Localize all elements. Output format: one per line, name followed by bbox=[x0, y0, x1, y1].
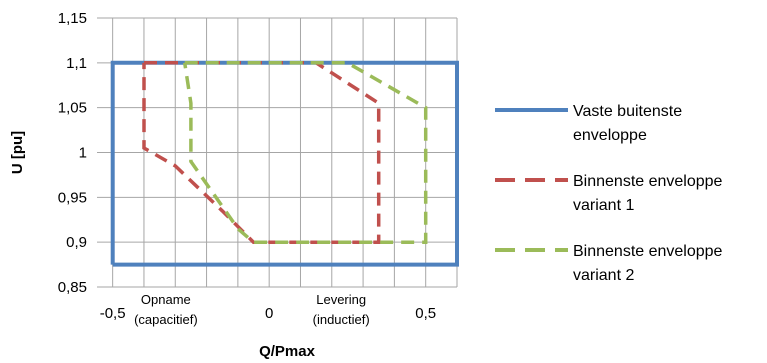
legend-label: variant 1 bbox=[573, 197, 634, 214]
x-tick-label: -0,5 bbox=[100, 305, 126, 322]
legend-label: Binnenste enveloppe bbox=[573, 243, 723, 260]
y-tick-label: 0,9 bbox=[66, 234, 87, 251]
legend-label: Binnenste enveloppe bbox=[573, 173, 723, 190]
y-tick-label: 1,15 bbox=[58, 10, 87, 27]
legend-label: Vaste buitenste bbox=[573, 103, 682, 120]
series-line-2 bbox=[142, 61, 381, 244]
x-annotation-line1: Opname bbox=[141, 292, 191, 307]
series-line-3 bbox=[182, 61, 428, 244]
y-tick-label: 1,1 bbox=[66, 55, 87, 72]
legend-label: variant 2 bbox=[573, 267, 634, 284]
x-axis-title: Q/Pmax bbox=[259, 343, 316, 360]
axis-annotations: Opname (capacitief) Levering (inductief) bbox=[134, 292, 370, 327]
y-tick-label: 1,05 bbox=[58, 100, 87, 117]
y-tick-label: 0,85 bbox=[58, 279, 87, 296]
grid bbox=[97, 17, 458, 288]
y-tick-label: 1 bbox=[79, 145, 87, 162]
series-layer bbox=[110, 60, 459, 267]
x-annotation-line1: Levering bbox=[316, 292, 366, 307]
x-tick-label: 0,5 bbox=[415, 305, 436, 322]
legend-label: enveloppe bbox=[573, 127, 647, 144]
tick-labels: 0,85 0,9 0,95 1 1,05 1,1 1,15 -0,5 0 0,5 bbox=[58, 10, 436, 322]
x-annotation-line2: (inductief) bbox=[313, 312, 370, 327]
x-annotation-line2: (capacitief) bbox=[134, 312, 198, 327]
y-axis-title: U [pu] bbox=[9, 131, 26, 174]
series-line-1 bbox=[110, 60, 459, 267]
x-tick-label: 0 bbox=[265, 305, 273, 322]
y-tick-label: 0,95 bbox=[58, 189, 87, 206]
legend: Vaste buitenste enveloppe Binnenste envelo… bbox=[495, 103, 723, 284]
